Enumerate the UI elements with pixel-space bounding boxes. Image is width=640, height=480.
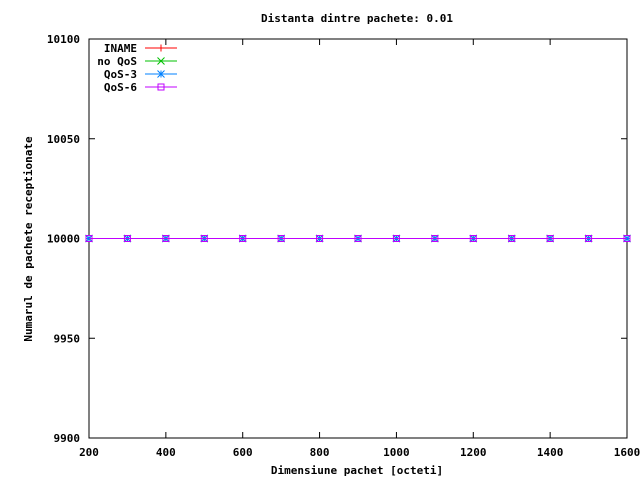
- data-point-qos-6: [123, 235, 131, 242]
- data-point-qos-6: [162, 235, 170, 242]
- legend-marker-qos-3: [157, 70, 165, 78]
- y-tick-label: 10000: [47, 233, 80, 246]
- data-point-qos-6: [85, 235, 93, 242]
- x-tick-label: 1200: [460, 446, 487, 459]
- data-point-qos-6: [354, 235, 362, 242]
- legend-marker-iname: [157, 44, 165, 52]
- data-point-qos-6: [277, 235, 285, 242]
- data-point-qos-6: [431, 235, 439, 242]
- x-axis-ticks: 200 400 600 800 1000 1200 1400 1600: [79, 39, 640, 459]
- x-tick-label: 1000: [383, 446, 410, 459]
- x-tick-label: 600: [233, 446, 253, 459]
- data-point-qos-6: [508, 235, 516, 242]
- data-point-qos-6: [200, 235, 208, 242]
- data-point-qos-6: [469, 235, 477, 242]
- x-tick-label: 1400: [537, 446, 564, 459]
- data-point-qos-6: [239, 235, 247, 242]
- x-tick-label: 200: [79, 446, 99, 459]
- legend-label-qos-3: QoS-3: [104, 68, 137, 81]
- data-point-qos-6: [585, 235, 593, 242]
- x-axis-label: Dimensiune pachet [octeti]: [271, 464, 443, 477]
- y-tick-label: 9950: [54, 332, 81, 345]
- y-axis-ticks: 9900 9950 10000 10050 10100: [47, 33, 627, 445]
- chart-title: Distanta dintre pachete: 0.01: [261, 12, 453, 25]
- y-tick-label: 10100: [47, 33, 80, 46]
- data-point-qos-6: [316, 235, 324, 242]
- series-qos-6: [85, 235, 631, 242]
- series-layer: [85, 234, 631, 243]
- y-tick-label: 10050: [47, 133, 80, 146]
- legend-marker-qos-6: [157, 83, 165, 91]
- data-point-qos-6: [392, 235, 400, 242]
- x-tick-label: 1600: [614, 446, 640, 459]
- x-tick-label: 400: [156, 446, 176, 459]
- y-axis-label: Numarul de pachete receptionate: [22, 136, 35, 342]
- data-point-qos-6: [623, 235, 631, 242]
- legend-marker-no-qos: [157, 57, 165, 65]
- data-point-qos-6: [546, 235, 554, 242]
- y-tick-label: 9900: [54, 432, 81, 445]
- x-tick-label: 800: [310, 446, 330, 459]
- legend-label-iname: INAME: [104, 42, 137, 55]
- legend-label-no-qos: no QoS: [97, 55, 137, 68]
- legend-label-qos-6: QoS-6: [104, 81, 137, 94]
